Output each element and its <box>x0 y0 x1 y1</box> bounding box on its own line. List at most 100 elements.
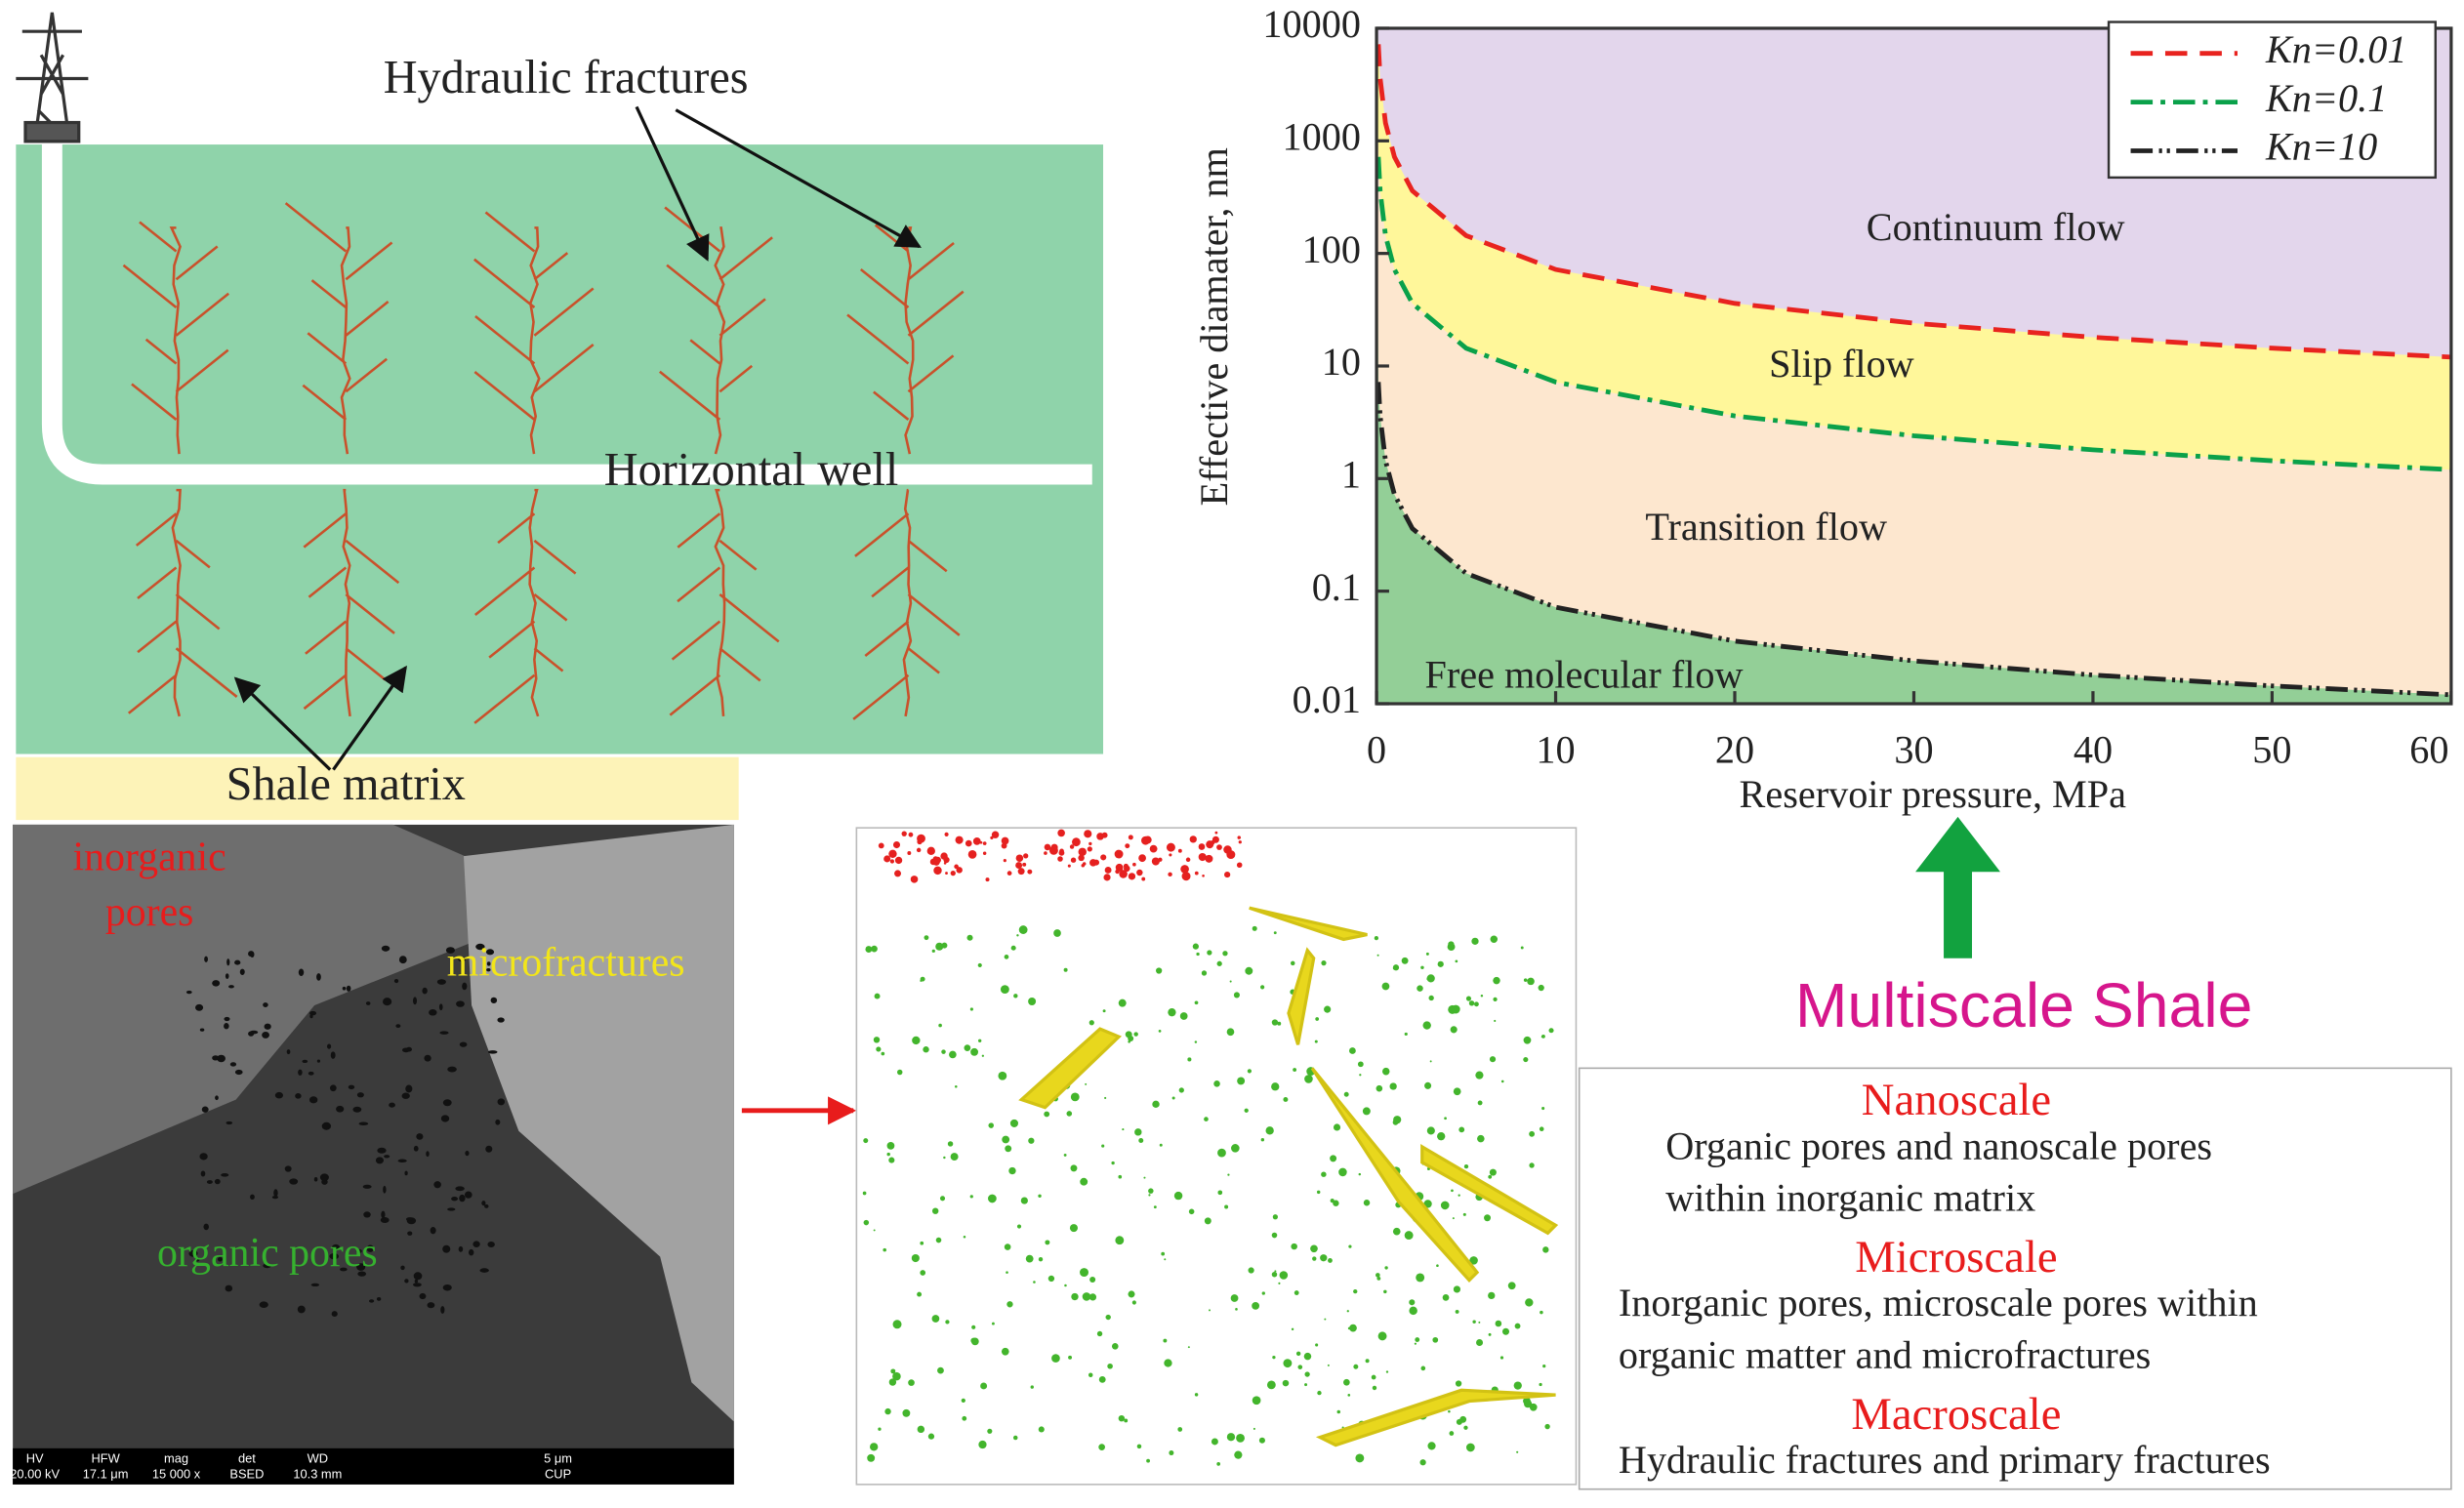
pore <box>342 986 347 991</box>
seg-dot <box>1168 1008 1176 1017</box>
seg-dot <box>1261 1291 1265 1295</box>
seg-dot <box>1362 1107 1371 1116</box>
seg-dot <box>1330 1155 1337 1162</box>
seg-dot <box>1365 1359 1370 1364</box>
pore <box>188 1249 198 1257</box>
seg-dot <box>1006 871 1012 876</box>
seg-dot <box>1272 1356 1276 1360</box>
seg-dot <box>1544 1423 1550 1430</box>
seg-dot <box>1211 1438 1218 1446</box>
pore <box>228 985 234 989</box>
seg-dot <box>1488 1174 1493 1179</box>
seg-dot <box>1293 1068 1297 1072</box>
fractures <box>122 202 965 724</box>
pore <box>438 1003 443 1011</box>
region <box>1376 27 2451 704</box>
seg-dot <box>1158 857 1163 862</box>
scale-title: Nanoscale <box>1862 1075 2051 1125</box>
seg-dot <box>916 847 922 853</box>
seg-dot <box>1070 1092 1080 1102</box>
seg-dot <box>1278 1282 1281 1284</box>
label-microfractures: microfractures <box>447 940 685 985</box>
seg-dot <box>988 1122 994 1128</box>
scale-desc: Hydraulic fractures and primary fracture… <box>1619 1438 2271 1482</box>
seg-dot <box>894 870 902 877</box>
seg-dot <box>961 1398 965 1403</box>
pore <box>442 1284 452 1291</box>
pore <box>405 1084 413 1093</box>
seg-dot <box>1205 854 1213 863</box>
pore <box>262 1031 269 1039</box>
seg-dot <box>1383 1289 1387 1294</box>
seg-dot <box>1419 1459 1426 1466</box>
seg-dot <box>988 1194 997 1203</box>
seg-dot <box>1500 1080 1504 1083</box>
pore <box>319 1173 329 1182</box>
pore <box>248 1031 255 1037</box>
seg-dot <box>1385 1370 1389 1373</box>
seg-dot <box>1343 1378 1350 1386</box>
seg-dot <box>1401 957 1409 964</box>
seg-dot <box>1523 978 1528 982</box>
seg-dot <box>1069 1224 1078 1233</box>
pore <box>212 1055 220 1061</box>
pore <box>298 1069 303 1076</box>
sem-region <box>13 824 519 1195</box>
seg-dot <box>1448 1004 1458 1014</box>
seg-dot <box>1488 1332 1492 1336</box>
seg-dot <box>1171 1096 1175 1100</box>
seg-dot <box>1196 952 1200 957</box>
seg-dot <box>1132 862 1136 867</box>
pore <box>195 1257 200 1262</box>
seg-dot <box>1465 1443 1475 1452</box>
sem-bar-value: 17.1 μm <box>83 1467 129 1482</box>
seg-dot <box>1020 1197 1028 1204</box>
pore <box>355 1248 362 1254</box>
seg-dot <box>1187 1057 1192 1062</box>
seg-dot <box>1236 862 1243 868</box>
seg-dot <box>1359 1074 1362 1077</box>
pore <box>302 1059 308 1064</box>
seg-dot <box>1044 843 1051 851</box>
seg-dot <box>1237 1077 1246 1085</box>
seg-dot <box>888 1378 897 1386</box>
seg-dot <box>1374 936 1379 941</box>
seg-dot <box>1010 945 1016 951</box>
seg-dot <box>1541 1034 1545 1039</box>
seg-dot <box>944 832 949 836</box>
pore <box>310 1283 320 1287</box>
seg-frame <box>855 827 1578 1486</box>
seg-dot <box>1198 843 1206 850</box>
seg-dot <box>1324 1005 1332 1013</box>
seg-dot <box>1327 1364 1330 1366</box>
pore <box>497 1098 506 1106</box>
seg-dot <box>1006 1271 1008 1274</box>
seg-dot <box>964 1044 971 1051</box>
seg-dot <box>1027 869 1033 875</box>
pore <box>404 1170 408 1176</box>
seg-dot <box>874 993 881 999</box>
sem-bar-header: HFW <box>91 1451 120 1466</box>
seg-dot <box>865 946 873 953</box>
fracture <box>473 488 577 724</box>
pore <box>462 982 468 991</box>
pore <box>297 1305 306 1314</box>
seg-dot <box>1271 1232 1278 1239</box>
pore <box>487 1050 498 1054</box>
seg-dot <box>1084 830 1092 838</box>
pore <box>362 1184 372 1189</box>
seg-dot <box>1078 847 1087 857</box>
seg-dot <box>870 1443 879 1451</box>
seg-dot <box>1128 835 1133 840</box>
seg-dot <box>1381 982 1390 991</box>
seg-dot <box>1304 1383 1308 1387</box>
seg-dot <box>1141 876 1146 881</box>
pore <box>263 1002 268 1007</box>
seg-dot <box>1230 1294 1239 1302</box>
seg-dot <box>920 1270 926 1276</box>
pore <box>436 979 446 985</box>
pore <box>356 1092 364 1098</box>
pore <box>433 1181 441 1189</box>
seg-dot <box>950 870 956 876</box>
seg-dot <box>1489 1056 1497 1063</box>
